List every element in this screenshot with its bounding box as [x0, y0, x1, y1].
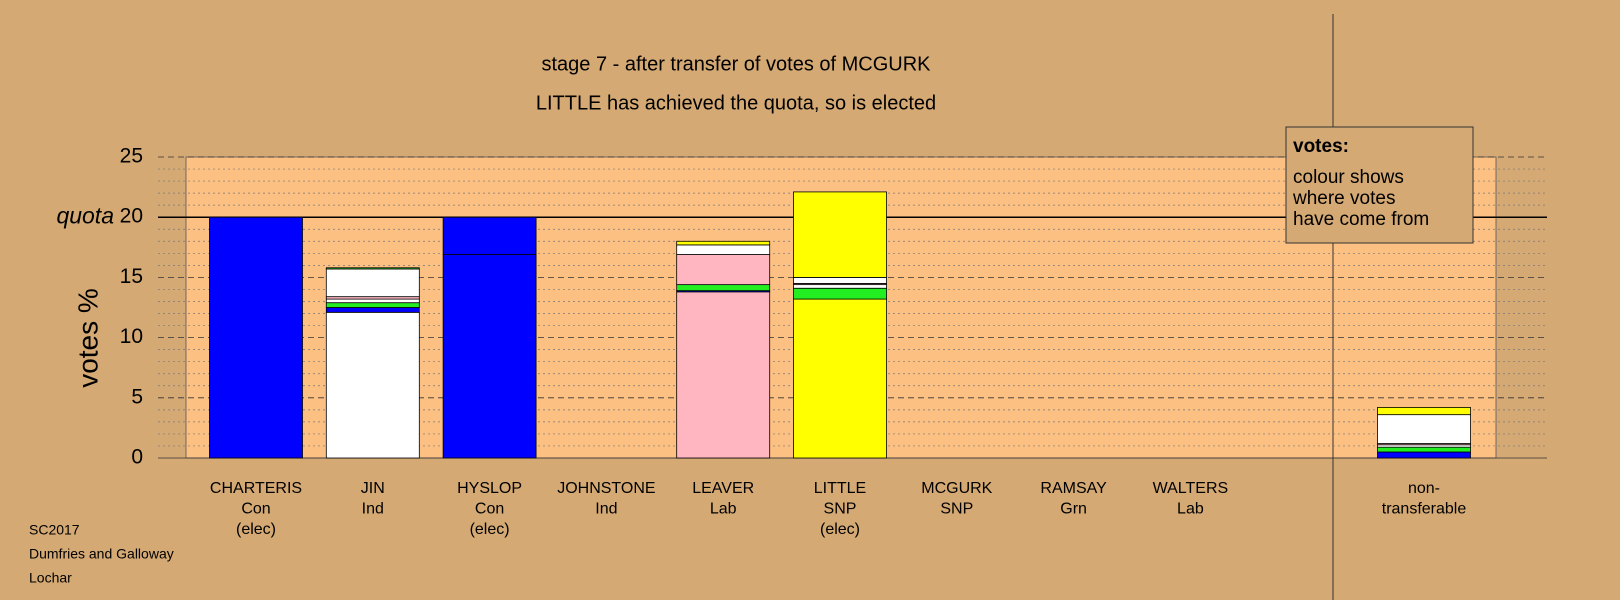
bar-segment	[442, 254, 537, 459]
x-tick-label: HYSLOP	[457, 480, 522, 497]
bar-segment	[793, 191, 887, 278]
x-tick-label: WALTERS	[1153, 480, 1229, 497]
chart-subtitle: LITTLE has achieved the quota, so is ele…	[536, 92, 936, 114]
x-tick-label: Grn	[1060, 501, 1087, 518]
bar-segment	[1377, 407, 1471, 416]
x-tick-label: (elec)	[820, 521, 860, 538]
bar-segment	[676, 291, 771, 459]
legend-text: colour shows	[1293, 167, 1404, 188]
bar-segment	[1377, 451, 1471, 459]
y-tick-label: 0	[131, 446, 143, 469]
legend-text: where votes	[1292, 188, 1395, 209]
x-tick-label: JOHNSTONE	[557, 480, 655, 497]
y-tick-label: 20	[120, 205, 143, 228]
x-tick-label: (elec)	[236, 521, 276, 538]
legend: votes: colour shows where votes have com…	[1285, 126, 1474, 244]
x-tick-label: Ind	[362, 501, 384, 518]
bar-segment	[793, 276, 887, 284]
bar-segment	[793, 287, 887, 300]
x-tick-label: CHARTERIS	[210, 480, 302, 497]
footnote: Lochar	[29, 570, 72, 586]
bars: CHARTERIS Con (elec) JIN Ind HYSLOP Con (elec) J…	[209, 191, 1471, 538]
y-axis-label: votes %	[72, 288, 103, 388]
y-tick-label: 10	[120, 325, 143, 348]
bar-segment	[325, 268, 420, 298]
x-tick-label: Con	[475, 501, 504, 518]
bar-segment	[676, 244, 771, 255]
y-tick-label: 15	[120, 265, 143, 288]
legend-box	[1285, 126, 1474, 244]
x-tick-label: RAMSAY	[1040, 480, 1107, 497]
x-tick-label: transferable	[1382, 501, 1467, 518]
x-tick-label: non-	[1408, 480, 1440, 497]
x-tick-label: SNP	[940, 501, 973, 518]
bar-segment	[325, 302, 420, 308]
bar-segment	[676, 254, 771, 286]
chart-title: stage 7 - after transfer of votes of MCG…	[541, 53, 931, 75]
x-tick-label: Con	[241, 501, 270, 518]
x-tick-label: Lab	[1177, 501, 1204, 518]
bar-segment	[676, 240, 771, 246]
bar-segment	[325, 298, 420, 304]
bar-segment	[793, 284, 887, 289]
bar-segment	[1377, 414, 1471, 444]
x-tick-label: SNP	[824, 501, 857, 518]
x-tick-label: LITTLE	[814, 480, 866, 497]
footnote: Dumfries and Galloway	[29, 546, 174, 562]
footnote: SC2017	[29, 522, 80, 538]
legend-text: have come from	[1293, 209, 1429, 230]
bar-segment	[676, 284, 771, 292]
bar-segment	[793, 298, 887, 459]
x-tick-label: (elec)	[470, 521, 510, 538]
bar-segment	[442, 216, 537, 255]
bar-segment	[325, 311, 420, 459]
bar-segment	[325, 267, 420, 270]
y-tick-label: 5	[131, 385, 143, 408]
y-tick-label: 25	[120, 145, 143, 168]
bar-segment	[325, 307, 420, 313]
legend-title: votes:	[1293, 136, 1349, 157]
x-tick-label: MCGURK	[921, 480, 992, 497]
x-tick-label: Lab	[710, 501, 737, 518]
x-tick-label: Ind	[595, 501, 617, 518]
bar-segment	[1377, 446, 1471, 453]
bar-segment	[209, 216, 303, 459]
x-tick-label: JIN	[361, 480, 385, 497]
x-tick-label: LEAVER	[692, 480, 754, 497]
quota-label: quota	[56, 202, 114, 228]
